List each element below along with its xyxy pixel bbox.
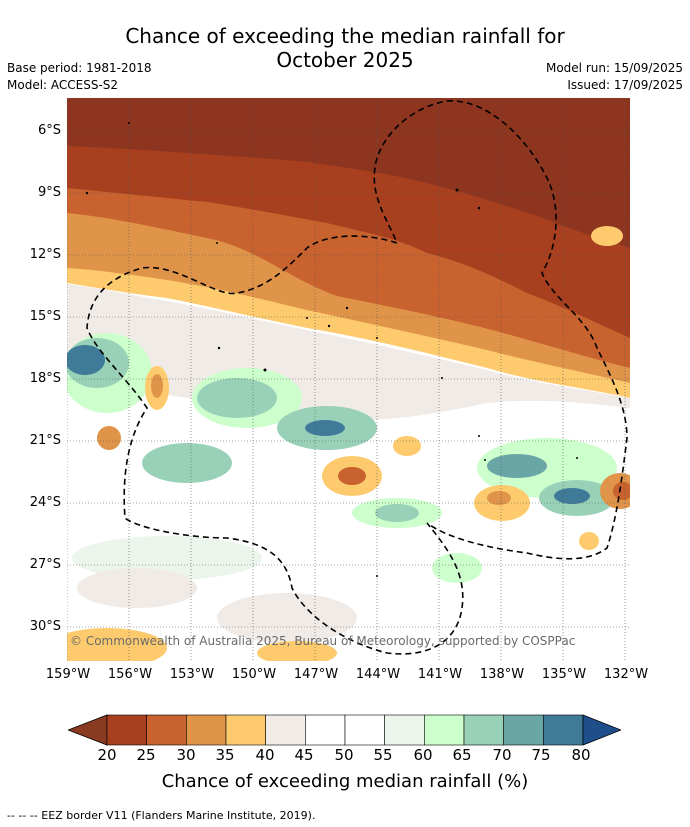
lon-tick-147w: 147°W bbox=[293, 667, 339, 682]
colorbar-segment bbox=[265, 714, 306, 746]
wet-patch-south bbox=[142, 443, 232, 483]
colorbar-segment bbox=[225, 714, 266, 746]
dry-patch-center-2 bbox=[393, 436, 421, 456]
colorbar-segment bbox=[543, 714, 584, 746]
lon-tick-138w: 138°W bbox=[479, 667, 525, 682]
neutral-patch-southcenter bbox=[217, 593, 357, 643]
model-run-label: Model run: 15/09/2025 bbox=[545, 61, 683, 75]
rainfall-map bbox=[67, 98, 630, 661]
colorbar-tick-65: 65 bbox=[452, 746, 472, 764]
colorbar bbox=[68, 714, 621, 746]
colorbar-tick-35: 35 bbox=[215, 746, 235, 764]
dry-patch-southeast bbox=[579, 532, 599, 550]
lat-tick-27s: 27°S bbox=[29, 557, 61, 572]
map-title-line2: October 2025 bbox=[276, 48, 414, 72]
neutral-patch-southwest bbox=[77, 568, 197, 608]
dry-patch-southwest bbox=[67, 628, 167, 661]
dry-patch-west-2 bbox=[97, 426, 121, 450]
lat-tick-12s: 12°S bbox=[29, 247, 61, 262]
colorbar-segment bbox=[424, 714, 465, 746]
lat-tick-18s: 18°S bbox=[29, 371, 61, 386]
colorbar-title: Chance of exceeding median rainfall (%) bbox=[161, 771, 529, 792]
colorbar-over-arrow bbox=[582, 714, 621, 746]
dry-patch-far-east-core bbox=[613, 482, 630, 500]
issued-label: Issued: 17/09/2025 bbox=[567, 78, 683, 92]
colorbar-segment bbox=[186, 714, 227, 746]
colorbar-segment bbox=[503, 714, 544, 746]
dry-patch-center-core bbox=[338, 467, 366, 485]
colorbar-tick-50: 50 bbox=[334, 746, 354, 764]
colorbar-tick-55: 55 bbox=[373, 746, 393, 764]
colorbar-under-arrow bbox=[68, 714, 108, 746]
dry-patch-west-core bbox=[151, 374, 163, 398]
colorbar-tick-60: 60 bbox=[413, 746, 433, 764]
colorbar-segment bbox=[305, 714, 346, 746]
colorbar-tick-80: 80 bbox=[571, 746, 591, 764]
lat-tick-24s: 24°S bbox=[29, 495, 61, 510]
copyright-notice: © Commonwealth of Australia 2025, Bureau… bbox=[70, 634, 576, 648]
lat-tick-15s: 15°S bbox=[29, 309, 61, 324]
lon-tick-144w: 144°W bbox=[355, 667, 401, 682]
colorbar-segment bbox=[463, 714, 504, 746]
lon-tick-141w: 141°W bbox=[417, 667, 463, 682]
colorbar-segment bbox=[146, 714, 187, 746]
wet-patch-east-inner bbox=[487, 454, 547, 478]
lon-tick-132w: 132°W bbox=[603, 667, 649, 682]
lon-tick-159w: 159°W bbox=[45, 667, 91, 682]
eez-footer-note: -- -- -- EEZ border V11 (Flanders Marine… bbox=[7, 809, 316, 822]
wet-patch-center-inner bbox=[197, 378, 277, 418]
wet-patch-mid-south-inner bbox=[375, 504, 419, 522]
model-label: Model: ACCESS-S2 bbox=[7, 78, 119, 92]
eez-border bbox=[86, 100, 628, 655]
base-period-label: Base period: 1981-2018 bbox=[7, 61, 152, 75]
colorbar-segment bbox=[384, 714, 425, 746]
islands bbox=[85, 122, 578, 577]
lat-tick-9s: 9°S bbox=[37, 185, 61, 200]
band-under-20 bbox=[67, 98, 630, 248]
colorbar-tick-40: 40 bbox=[255, 746, 275, 764]
colorbar-segment bbox=[106, 714, 147, 746]
dry-patch-east-core bbox=[487, 491, 511, 505]
colorbar-segments bbox=[106, 714, 584, 746]
colorbar-tick-75: 75 bbox=[531, 746, 551, 764]
colorbar-tick-45: 45 bbox=[294, 746, 314, 764]
colorbar-tick-70: 70 bbox=[492, 746, 512, 764]
colorbar-tick-20: 20 bbox=[97, 746, 117, 764]
graticule bbox=[67, 98, 630, 661]
dry-patch-north-east bbox=[591, 226, 623, 246]
lat-tick-6s: 6°S bbox=[37, 123, 61, 138]
colorbar-segment bbox=[344, 714, 385, 746]
lon-tick-153w: 153°W bbox=[169, 667, 215, 682]
wet-patch-west-core bbox=[67, 345, 105, 375]
map-title-line1: Chance of exceeding the median rainfall … bbox=[125, 24, 565, 48]
wet-patch-center-east-core bbox=[305, 420, 345, 436]
lon-tick-150w: 150°W bbox=[231, 667, 277, 682]
lon-tick-135w: 135°W bbox=[541, 667, 587, 682]
dry-patch-southcenter bbox=[257, 641, 337, 661]
lon-tick-156w: 156°W bbox=[107, 667, 153, 682]
colorbar-tick-30: 30 bbox=[176, 746, 196, 764]
lat-tick-21s: 21°S bbox=[29, 433, 61, 448]
wet-patch-far-east-core bbox=[554, 488, 590, 504]
colorbar-tick-25: 25 bbox=[136, 746, 156, 764]
rainfall-map-svg bbox=[67, 98, 630, 661]
lat-tick-30s: 30°S bbox=[29, 619, 61, 634]
